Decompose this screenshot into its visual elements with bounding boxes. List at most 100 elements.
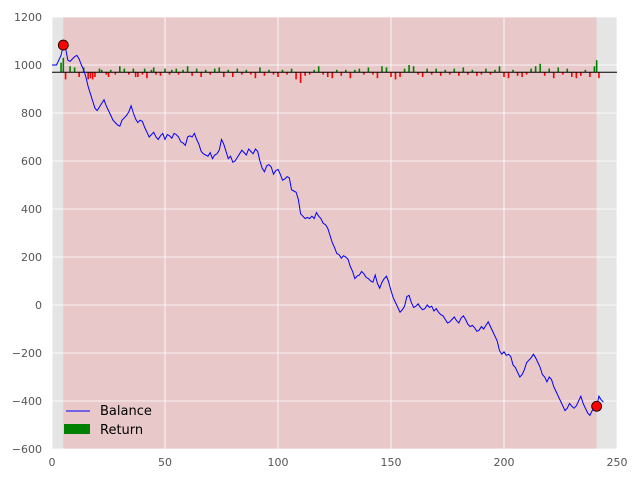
return-bar xyxy=(164,68,166,73)
return-bar xyxy=(476,72,478,76)
marker-point xyxy=(591,400,603,412)
return-bar xyxy=(150,69,153,73)
return-bar xyxy=(218,67,221,73)
return-bar xyxy=(421,72,424,77)
return-bar xyxy=(363,72,365,75)
return-bar xyxy=(209,72,211,75)
return-bar xyxy=(403,68,406,73)
return-bar xyxy=(467,72,469,75)
return-bar xyxy=(100,69,103,73)
marker-point xyxy=(57,39,69,51)
legend: Balance Return xyxy=(64,404,152,438)
return-bar xyxy=(168,72,171,75)
y-tick-label: 200 xyxy=(21,251,42,264)
return-bar xyxy=(73,67,76,73)
return-bar xyxy=(575,72,578,79)
return-bar xyxy=(317,66,320,73)
return-bar xyxy=(390,72,392,77)
return-bar xyxy=(227,69,230,73)
return-bar xyxy=(98,68,101,73)
return-bar xyxy=(426,68,428,73)
return-bar xyxy=(109,69,112,73)
return-bar xyxy=(204,69,207,73)
y-tick-label: 1000 xyxy=(14,59,42,72)
return-bar xyxy=(245,69,248,73)
return-bar xyxy=(69,66,71,73)
return-bar xyxy=(485,68,487,73)
return-bar xyxy=(561,72,564,75)
y-tick-label: −400 xyxy=(12,395,42,408)
return-bar xyxy=(503,72,505,77)
return-bar xyxy=(304,72,306,76)
return-bar xyxy=(394,72,397,80)
return-bar xyxy=(448,72,451,75)
return-bar xyxy=(119,66,121,73)
y-tick-label: −600 xyxy=(12,443,42,456)
return-bar xyxy=(195,68,198,73)
x-tick-label: 200 xyxy=(494,456,515,469)
return-bar xyxy=(580,72,582,76)
return-bar xyxy=(430,72,433,75)
return-bar xyxy=(385,67,388,73)
return-bar xyxy=(489,72,492,75)
legend-return-swatch xyxy=(64,424,90,434)
return-bar xyxy=(143,68,146,73)
return-bar xyxy=(367,67,370,73)
y-tick-label: 400 xyxy=(21,203,42,216)
return-bar xyxy=(295,72,297,80)
return-bar xyxy=(354,69,356,73)
return-bar xyxy=(263,72,266,76)
return-bar xyxy=(177,72,180,75)
return-bar xyxy=(589,72,591,77)
return-bar xyxy=(326,72,329,77)
return-bar xyxy=(593,66,596,73)
return-bar xyxy=(376,72,379,79)
return-bar xyxy=(534,66,537,73)
return-bar xyxy=(107,72,110,77)
return-bar xyxy=(236,68,239,73)
return-bar xyxy=(435,68,437,73)
return-bar xyxy=(137,72,139,77)
return-bar xyxy=(175,68,178,73)
return-bar xyxy=(557,67,560,73)
return-bar xyxy=(444,69,447,73)
return-bar xyxy=(525,72,528,75)
return-bar xyxy=(152,67,155,73)
return-bar xyxy=(462,67,465,73)
return-bar xyxy=(453,68,456,73)
return-bar xyxy=(62,57,65,73)
return-bar xyxy=(571,72,573,77)
return-bar xyxy=(412,66,415,73)
y-tick-label: 600 xyxy=(21,155,42,168)
return-bar xyxy=(87,72,89,80)
y-tick-label: 0 xyxy=(35,299,42,312)
shaded-region xyxy=(63,17,597,449)
return-bar xyxy=(213,68,216,73)
return-bar xyxy=(286,72,288,75)
x-tick-label: 250 xyxy=(607,456,628,469)
return-bar xyxy=(548,68,550,73)
legend-return-label: Return xyxy=(100,423,143,438)
x-tick-label: 50 xyxy=(158,456,172,469)
return-bar xyxy=(331,72,334,79)
return-bar xyxy=(250,72,252,75)
return-bar xyxy=(322,72,324,75)
return-bar xyxy=(308,72,311,75)
return-bar xyxy=(598,72,600,79)
return-bar xyxy=(241,72,243,75)
return-bar xyxy=(299,72,302,83)
return-bar xyxy=(408,65,410,73)
return-bar xyxy=(584,69,587,73)
return-bar xyxy=(335,69,338,73)
return-bar xyxy=(494,69,496,73)
return-bar xyxy=(381,66,383,73)
return-bar xyxy=(182,69,184,73)
return-bar xyxy=(480,72,483,75)
return-bar xyxy=(345,69,347,73)
return-bar xyxy=(259,67,261,73)
return-bar xyxy=(170,69,173,73)
return-bar xyxy=(458,72,460,76)
return-bar xyxy=(222,72,225,77)
x-tick-label: 150 xyxy=(381,456,402,469)
